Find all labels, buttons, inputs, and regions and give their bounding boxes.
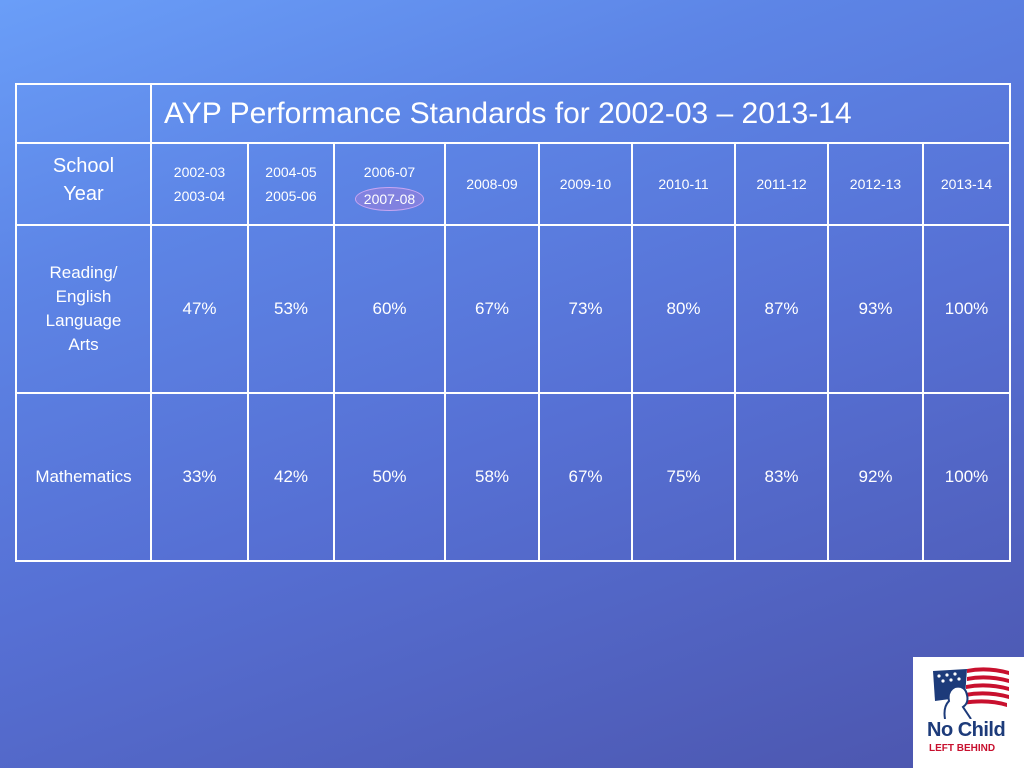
reading-value: 47% bbox=[150, 224, 249, 394]
year-label: 2010-11 bbox=[658, 176, 709, 192]
reading-value: 60% bbox=[333, 224, 446, 394]
reading-label-line: English bbox=[55, 287, 112, 306]
reading-value: 93% bbox=[827, 224, 924, 394]
year-cell: 2009-10 bbox=[538, 142, 633, 226]
reading-value: 73% bbox=[538, 224, 633, 394]
year-label: 2012-13 bbox=[849, 176, 902, 192]
ayp-standards-table: AYP Performance Standards for 2002-03 – … bbox=[15, 83, 1012, 562]
mathematics-row-header: Mathematics bbox=[15, 392, 152, 562]
reading-row: Reading/ English Language Arts 47% 53% 6… bbox=[15, 224, 1012, 394]
year-cell: 2006-07 2007-08 bbox=[333, 142, 446, 226]
reading-label-line: Reading/ bbox=[49, 263, 118, 282]
math-value: 33% bbox=[150, 392, 249, 562]
year-cell: 2012-13 bbox=[827, 142, 924, 226]
math-value: 100% bbox=[921, 392, 1012, 562]
reading-label-line: Language bbox=[45, 311, 122, 330]
math-value: 75% bbox=[631, 392, 736, 562]
school-year-label-line: School bbox=[52, 155, 115, 177]
no-child-left-behind-logo: No Child LEFT BEHIND bbox=[913, 657, 1024, 768]
year-label: 2008-09 bbox=[466, 176, 518, 192]
year-label: 2003-04 bbox=[173, 188, 226, 204]
math-value: 83% bbox=[734, 392, 829, 562]
year-label: 2002-03 bbox=[173, 164, 226, 180]
math-value: 50% bbox=[333, 392, 446, 562]
year-label: 2005-06 bbox=[265, 188, 317, 204]
year-cell: 2008-09 bbox=[444, 142, 540, 226]
year-label: 2009-10 bbox=[559, 176, 612, 192]
year-cell: 2002-03 2003-04 bbox=[150, 142, 249, 226]
school-year-row: School Year 2002-03 2003-04 2004-05 2005… bbox=[15, 142, 1012, 226]
flag-silhouette-icon bbox=[933, 667, 1009, 719]
math-value: 92% bbox=[827, 392, 924, 562]
reading-value: 67% bbox=[444, 224, 540, 394]
reading-row-header: Reading/ English Language Arts bbox=[15, 224, 152, 394]
year-cell: 2013-14 bbox=[921, 142, 1012, 226]
math-value: 67% bbox=[538, 392, 633, 562]
reading-label-line: Arts bbox=[68, 335, 99, 354]
math-value: 42% bbox=[247, 392, 335, 562]
year-label: 2004-05 bbox=[265, 164, 317, 180]
reading-value: 100% bbox=[921, 224, 1012, 394]
reading-value: 53% bbox=[247, 224, 335, 394]
highlighted-year-oval: 2007-08 bbox=[354, 187, 425, 211]
math-value: 58% bbox=[444, 392, 540, 562]
year-cell: 2004-05 2005-06 bbox=[247, 142, 335, 226]
year-label: 2011-12 bbox=[756, 176, 807, 192]
table-title: AYP Performance Standards for 2002-03 – … bbox=[149, 83, 1012, 144]
reading-value: 80% bbox=[631, 224, 736, 394]
logo-text-left-behind: LEFT BEHIND bbox=[929, 743, 996, 754]
year-cell: 2011-12 bbox=[734, 142, 829, 226]
school-year-header: School Year bbox=[15, 142, 152, 226]
school-year-label-line: Year bbox=[63, 183, 104, 205]
year-label: 2013-14 bbox=[940, 176, 993, 192]
title-row: AYP Performance Standards for 2002-03 – … bbox=[15, 83, 1012, 144]
year-label: 2006-07 bbox=[363, 164, 416, 180]
logo-text-no-child: No Child bbox=[927, 719, 1006, 741]
reading-value: 87% bbox=[734, 224, 829, 394]
corner-cell bbox=[15, 83, 152, 144]
year-cell: 2010-11 bbox=[631, 142, 736, 226]
mathematics-row: Mathematics 33% 42% 50% 58% 67% 75% 83% … bbox=[15, 392, 1012, 562]
